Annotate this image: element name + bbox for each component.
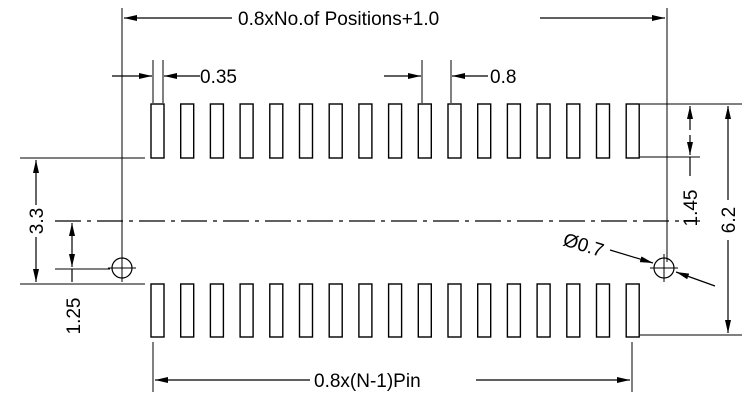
pad-top-8 [358,103,373,159]
hole-offset-label: 1.25 [64,298,85,335]
mounting-hole-left [108,254,136,282]
pad-bottom-16 [595,283,611,338]
pad-bottom-11 [447,283,462,338]
pad-top-13 [506,103,522,159]
pad-top-7 [328,103,343,159]
hole-diameter-callout: Ø0.7 [561,230,716,287]
hole-diameter-label: Ø0.7 [561,230,607,262]
row-to-center-label: 3.3 [27,208,48,234]
overall-width-dimension: 0.8xNo.of Positions+1.0 [124,9,665,30]
pad-bottom-10 [417,283,432,338]
pin-span-label: 0.8x(N-1)Pin [314,371,421,392]
pad-row-top [150,103,640,159]
pad-bottom-12 [477,283,492,338]
pad-top-6 [298,103,314,159]
pad-top-11 [447,103,462,159]
row-to-center-dimension: 3.3 [27,160,48,282]
pad-top-4 [239,103,254,159]
pad-top-3 [209,103,225,159]
overall-height-dimension: 6.2 [719,106,740,333]
pad-bottom-7 [328,283,343,338]
pad-top-1 [150,103,165,159]
pad-bottom-13 [506,283,522,338]
pad-length-dimension: 1.45 [681,106,702,226]
extension-lines [20,8,742,392]
pad-width-dimension: 0.35 [112,67,237,88]
overall-height-label: 6.2 [719,207,740,233]
pad-top-9 [387,103,403,159]
pad-top-5 [269,103,284,159]
overall-width-label: 0.8xNo.of Positions+1.0 [238,9,439,30]
pad-length-label: 1.45 [681,190,702,227]
pad-top-12 [477,103,492,159]
pad-bottom-17 [625,283,640,338]
pad-top-16 [595,103,611,159]
pad-bottom-14 [536,283,551,338]
pad-bottom-2 [179,283,195,338]
pad-bottom-9 [387,283,403,338]
pitch-dimension: 0.8 [384,67,516,88]
hole-offset-dimension: 1.25 [64,223,85,334]
pitch-label: 0.8 [490,67,516,88]
pad-top-14 [536,103,551,159]
pad-top-2 [179,103,195,159]
pad-bottom-6 [298,283,314,338]
pin-span-dimension: 0.8x(N-1)Pin [155,371,630,392]
pad-bottom-15 [566,283,581,338]
pad-bottom-1 [150,283,165,338]
pad-top-10 [417,103,432,159]
mounting-hole-right [650,254,678,282]
pad-bottom-8 [358,283,373,338]
pad-row-bottom [150,283,640,338]
pad-top-15 [566,103,581,159]
pad-width-label: 0.35 [200,67,237,88]
pad-bottom-5 [269,283,284,338]
pad-bottom-3 [209,283,225,338]
pad-top-17 [625,103,640,159]
pad-bottom-4 [239,283,254,338]
